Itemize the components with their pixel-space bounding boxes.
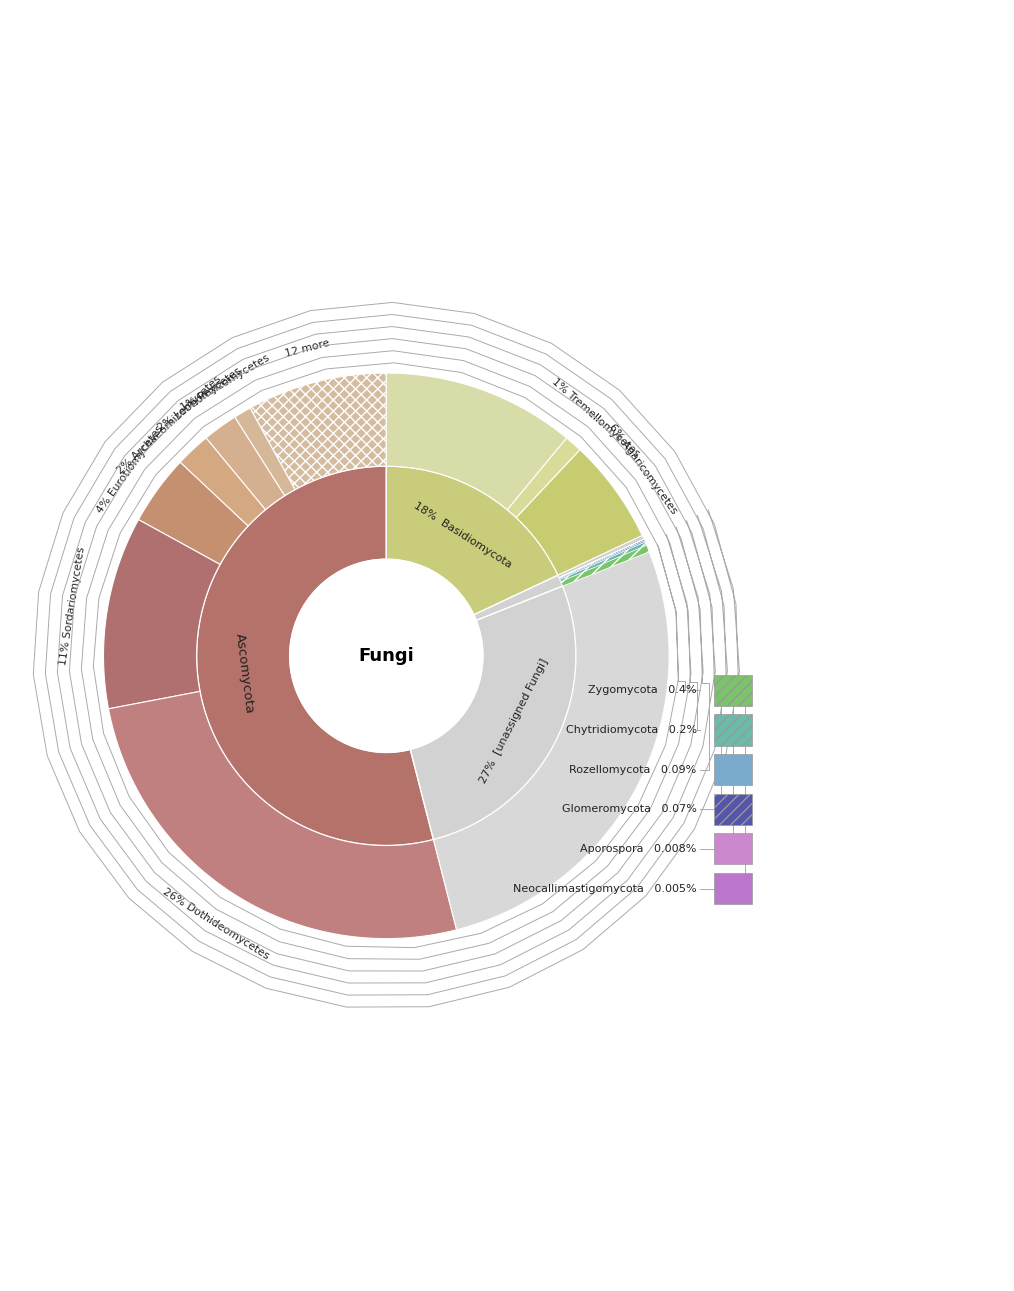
Text: 6% Agaricomycetes: 6% Agaricomycetes	[607, 422, 679, 516]
Polygon shape	[411, 586, 576, 839]
Polygon shape	[250, 373, 386, 489]
Polygon shape	[197, 466, 433, 846]
Text: 2% Archaeorhizomycetes: 2% Archaeorhizomycetes	[116, 373, 223, 475]
Polygon shape	[561, 545, 649, 586]
Text: Chytridiomycota   0.2%: Chytridiomycota 0.2%	[566, 726, 697, 735]
Bar	[714, 873, 751, 904]
Text: 27%  [unassigned Fungi]: 27% [unassigned Fungi]	[478, 657, 550, 785]
Polygon shape	[516, 449, 642, 574]
Polygon shape	[560, 542, 647, 582]
Text: 1% Tremellomycetes: 1% Tremellomycetes	[551, 377, 642, 460]
Circle shape	[290, 559, 483, 753]
Polygon shape	[235, 408, 295, 496]
Polygon shape	[139, 462, 248, 564]
Polygon shape	[180, 438, 266, 525]
Bar	[714, 675, 751, 706]
Polygon shape	[558, 536, 644, 577]
Text: Neocallimastigomycota   0.005%: Neocallimastigomycota 0.005%	[513, 883, 697, 893]
Polygon shape	[433, 551, 669, 930]
Text: Aporospora   0.008%: Aporospora 0.008%	[580, 844, 697, 853]
Bar	[714, 754, 751, 785]
Polygon shape	[386, 373, 567, 510]
Text: 2% Leotiomycetes: 2% Leotiomycetes	[156, 365, 243, 432]
Bar	[714, 714, 751, 745]
Text: 1% Pezizomycetes: 1% Pezizomycetes	[178, 352, 271, 413]
Text: 26% Dothideomycetes: 26% Dothideomycetes	[161, 887, 271, 961]
Polygon shape	[206, 417, 285, 510]
Polygon shape	[103, 519, 220, 709]
Text: 12 more: 12 more	[284, 338, 331, 359]
Bar	[714, 834, 751, 865]
Polygon shape	[386, 466, 558, 615]
Text: Rozellomycota   0.09%: Rozellomycota 0.09%	[570, 764, 697, 775]
Text: Glomeromycota   0.07%: Glomeromycota 0.07%	[562, 804, 697, 815]
Text: 11% Sordariomycetes: 11% Sordariomycetes	[59, 546, 87, 666]
Text: Ascomycota: Ascomycota	[233, 633, 256, 715]
Polygon shape	[474, 574, 563, 620]
Text: 4% Eurotiomycetes: 4% Eurotiomycetes	[94, 423, 165, 515]
Polygon shape	[559, 540, 644, 577]
Text: 18%  Basidiomycota: 18% Basidiomycota	[413, 501, 514, 569]
Text: Zygomycota   0.4%: Zygomycota 0.4%	[588, 686, 697, 696]
Polygon shape	[507, 438, 580, 518]
Polygon shape	[108, 692, 456, 939]
Polygon shape	[560, 541, 645, 580]
Text: Fungi: Fungi	[358, 647, 414, 665]
Polygon shape	[559, 540, 644, 577]
Bar	[714, 794, 751, 825]
Polygon shape	[559, 540, 645, 578]
